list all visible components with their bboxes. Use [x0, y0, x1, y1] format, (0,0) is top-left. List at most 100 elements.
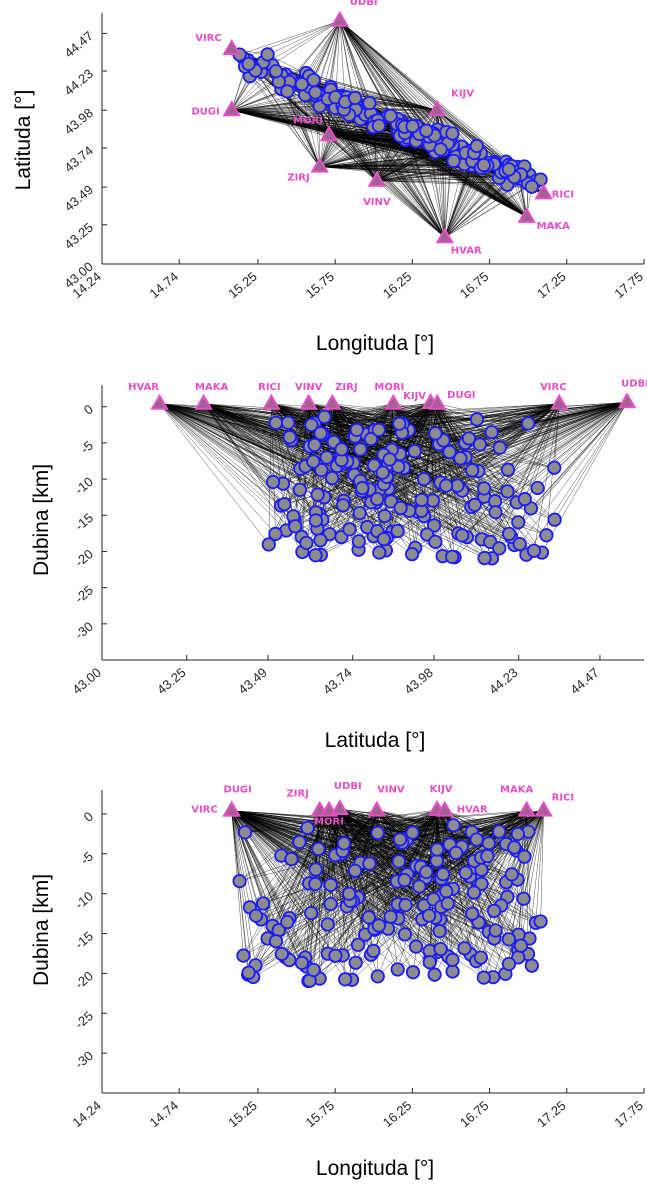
- ray-path: [335, 810, 527, 856]
- event-marker: [382, 452, 397, 467]
- event-marker: [512, 537, 527, 552]
- ray-path: [404, 133, 446, 238]
- ray-path: [159, 403, 374, 537]
- event-marker: [383, 494, 399, 509]
- event-marker: [383, 108, 398, 124]
- event-marker: [445, 964, 460, 979]
- ray-path: [356, 403, 560, 431]
- x-tick-label: 15.75: [303, 1098, 338, 1130]
- event-marker: [439, 884, 454, 899]
- event-marker: [419, 864, 434, 880]
- y-tick-label: -10: [72, 888, 96, 912]
- event-marker: [448, 845, 464, 860]
- ray-path: [339, 20, 489, 163]
- event-marker: [308, 85, 323, 100]
- event-marker: [446, 153, 461, 169]
- station-label: MORI: [293, 115, 323, 126]
- ray-path: [444, 162, 482, 238]
- ray-path: [231, 810, 345, 844]
- ray-path: [231, 71, 277, 111]
- ray-path: [317, 402, 628, 495]
- ray-path: [349, 810, 544, 894]
- map-panel: UDBI VIRC KIJV DUGI MORI ZIRJ VINV RICI MAKA HVAR…: [12, 0, 646, 355]
- event-marker: [419, 123, 434, 138]
- event-marker: [280, 914, 295, 930]
- event-marker: [256, 896, 271, 911]
- x-tick-label: 14.74: [147, 269, 182, 301]
- x-tick-label: 43.49: [235, 665, 270, 697]
- station-label: KIJV: [430, 784, 453, 795]
- ray-path: [339, 20, 518, 168]
- station-label: ZIRJ: [335, 382, 357, 393]
- station-label: DUGI: [447, 390, 475, 401]
- event-marker: [376, 532, 391, 547]
- event-marker: [445, 549, 460, 564]
- event-marker: [294, 77, 309, 92]
- event-marker: [405, 825, 420, 840]
- event-marker: [500, 462, 516, 477]
- event-marker: [334, 442, 349, 457]
- event-marker: [304, 906, 319, 921]
- event-marker: [313, 533, 328, 548]
- ray-path: [253, 810, 378, 978]
- ray-path: [247, 810, 330, 975]
- event-marker: [439, 478, 454, 493]
- ray-path: [408, 402, 628, 431]
- ray-path: [330, 810, 527, 886]
- y-tick-label: 44.47: [61, 28, 96, 60]
- ray-path: [299, 810, 544, 843]
- event-marker: [530, 480, 545, 496]
- ray-path: [253, 810, 544, 978]
- station-marker: [310, 156, 329, 173]
- ray-path: [324, 403, 560, 418]
- event-marker: [430, 842, 445, 857]
- ray-path: [426, 402, 628, 535]
- event-marker: [469, 412, 485, 427]
- event-marker: [433, 941, 448, 957]
- event-marker: [435, 867, 451, 882]
- ray-path: [422, 139, 446, 238]
- station-label: MAKA: [195, 382, 228, 393]
- event-marker: [510, 826, 525, 842]
- ray-path: [281, 810, 320, 856]
- event-marker: [524, 958, 539, 973]
- ray-path: [231, 810, 316, 885]
- event-marker: [304, 417, 319, 433]
- ray-path: [386, 402, 628, 478]
- ray-path: [330, 809, 341, 885]
- ray-path: [442, 150, 446, 238]
- ray-path: [339, 20, 448, 144]
- event-marker: [501, 956, 517, 972]
- event-marker: [352, 505, 367, 521]
- ray-path: [357, 810, 378, 898]
- event-marker: [524, 179, 539, 194]
- ray-path: [318, 93, 445, 238]
- x-tick-label: 44.47: [567, 665, 602, 697]
- x-tick-label: 14.24: [69, 1098, 104, 1130]
- ray-path: [319, 810, 375, 929]
- event-marker: [274, 946, 289, 962]
- event-marker: [375, 465, 390, 480]
- ray-path: [339, 20, 346, 102]
- ray-path: [244, 66, 320, 167]
- station-label: VIRC: [191, 805, 218, 816]
- station-label: VINV: [377, 785, 405, 796]
- y-tick-label: 43.98: [61, 105, 96, 137]
- y-tick-label: 44.23: [61, 66, 96, 98]
- event-marker: [465, 463, 480, 478]
- station-label: VINV: [363, 197, 391, 208]
- event-marker: [313, 426, 328, 441]
- ray-path: [444, 158, 471, 238]
- event-marker: [461, 431, 477, 446]
- event-marker: [371, 918, 386, 933]
- event-marker: [377, 508, 392, 524]
- station-label: RICI: [552, 793, 574, 804]
- ray-path: [507, 402, 628, 492]
- event-marker: [501, 932, 516, 947]
- ray-path: [231, 810, 372, 955]
- ray-path: [203, 403, 274, 483]
- event-marker: [348, 955, 363, 970]
- ray-path: [402, 402, 628, 425]
- station-marker: [534, 183, 553, 200]
- event-marker: [487, 903, 502, 918]
